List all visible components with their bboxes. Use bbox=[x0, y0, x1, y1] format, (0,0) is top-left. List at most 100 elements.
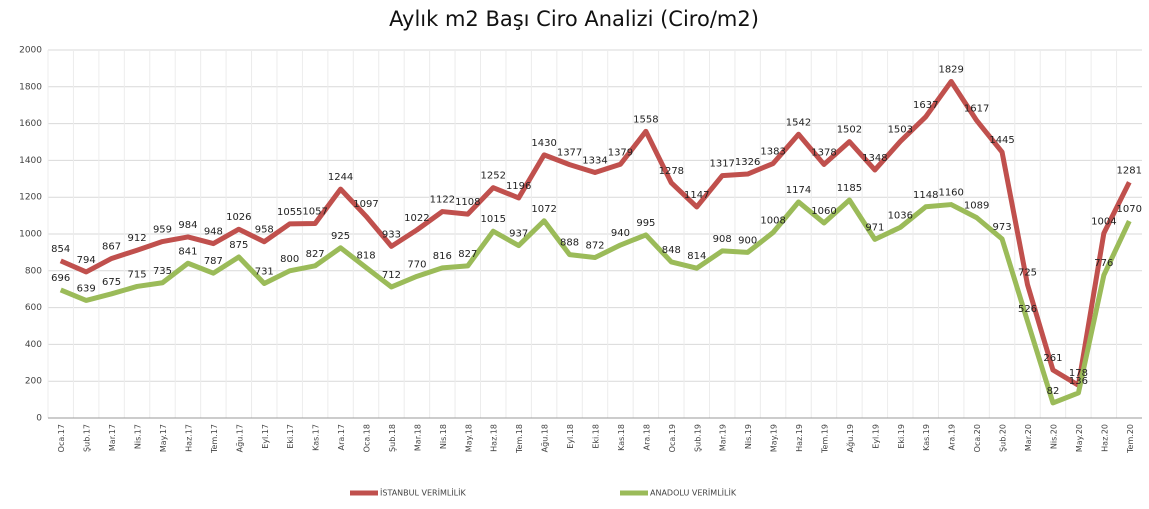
data-label: 800 bbox=[280, 254, 299, 265]
data-label: 1160 bbox=[938, 188, 963, 199]
data-label: 841 bbox=[178, 246, 197, 257]
y-tick-label: 1800 bbox=[19, 82, 42, 92]
x-tick-label: Ağu.19 bbox=[846, 424, 855, 452]
data-label: 1097 bbox=[353, 199, 378, 210]
data-label: 715 bbox=[127, 269, 146, 280]
x-tick-label: Kas.19 bbox=[922, 424, 931, 451]
data-label: 925 bbox=[331, 231, 350, 242]
y-tick-label: 600 bbox=[25, 303, 42, 313]
data-label: 794 bbox=[77, 255, 96, 266]
data-label: 854 bbox=[51, 244, 70, 255]
data-label: 1334 bbox=[582, 156, 607, 167]
data-label: 827 bbox=[306, 249, 325, 260]
x-tick-label: Mar.17 bbox=[108, 424, 117, 451]
data-label: 136 bbox=[1069, 376, 1088, 387]
data-label: 1542 bbox=[786, 117, 811, 128]
data-label: 776 bbox=[1094, 258, 1113, 269]
data-label: 816 bbox=[433, 251, 452, 262]
data-label: 959 bbox=[153, 225, 172, 236]
data-label: 973 bbox=[993, 222, 1012, 233]
x-tick-label: Eki.17 bbox=[286, 424, 295, 449]
series-line bbox=[59, 197, 1132, 406]
x-tick-label: Eki.18 bbox=[592, 424, 601, 449]
data-label: 725 bbox=[1018, 268, 1037, 279]
y-tick-label: 1000 bbox=[19, 230, 42, 240]
data-label: 712 bbox=[382, 270, 401, 281]
y-tick-label: 1600 bbox=[19, 119, 42, 129]
data-label: 1326 bbox=[735, 157, 760, 168]
data-label: 814 bbox=[687, 251, 706, 262]
data-label: 1036 bbox=[888, 210, 913, 221]
x-tick-label: Tem.17 bbox=[210, 424, 219, 454]
x-tick-label: Ara.18 bbox=[642, 424, 651, 450]
data-label: 1617 bbox=[964, 103, 989, 114]
x-tick-label: Oca.19 bbox=[668, 424, 677, 452]
y-tick-label: 1200 bbox=[19, 193, 42, 203]
data-label: 908 bbox=[713, 234, 732, 245]
data-label: 872 bbox=[585, 241, 604, 252]
data-label: 675 bbox=[102, 277, 121, 288]
data-label: 735 bbox=[153, 266, 172, 277]
x-tick-label: Oca.17 bbox=[57, 424, 66, 452]
data-label: 1072 bbox=[531, 204, 556, 215]
x-tick-label: May.19 bbox=[770, 424, 779, 452]
x-tick-label: Mar.18 bbox=[413, 424, 422, 451]
data-label: 1108 bbox=[455, 197, 480, 208]
x-tick-label: Tem.20 bbox=[1126, 424, 1135, 454]
legend-label: ANADOLU VERİMLİLİK bbox=[650, 488, 737, 498]
data-label: 1317 bbox=[709, 159, 734, 170]
data-label: 1089 bbox=[964, 201, 989, 212]
data-label: 1252 bbox=[481, 171, 506, 182]
data-label: 696 bbox=[51, 273, 70, 284]
x-tick-label: May.20 bbox=[1075, 424, 1084, 452]
x-tick-label: May.18 bbox=[464, 424, 473, 452]
data-label: 1057 bbox=[302, 207, 327, 218]
data-label: 178 bbox=[1069, 368, 1088, 379]
data-label: 1558 bbox=[633, 114, 658, 125]
data-label: 261 bbox=[1043, 353, 1062, 364]
y-tick-label: 800 bbox=[25, 266, 42, 276]
data-label: 867 bbox=[102, 241, 121, 252]
data-label: 1503 bbox=[888, 124, 913, 135]
x-tick-label: May.17 bbox=[159, 424, 168, 452]
data-label: 526 bbox=[1018, 304, 1037, 315]
data-label: 787 bbox=[204, 256, 223, 267]
x-tick-label: Ağu.17 bbox=[235, 424, 244, 452]
y-tick-label: 0 bbox=[36, 414, 42, 424]
x-tick-label: Şub.17 bbox=[83, 424, 92, 452]
data-label: 1379 bbox=[608, 147, 633, 158]
data-label: 1348 bbox=[862, 153, 887, 164]
x-tick-label: Haz.19 bbox=[795, 424, 804, 452]
x-tick-label: Kas.17 bbox=[312, 424, 321, 451]
chart-title: Aylık m2 Başı Ciro Analizi (Ciro/m2) bbox=[389, 7, 759, 31]
data-label: 1148 bbox=[913, 190, 938, 201]
data-label: 1278 bbox=[659, 166, 684, 177]
data-label: 1829 bbox=[938, 64, 963, 75]
data-label: 900 bbox=[738, 235, 757, 246]
data-label: 639 bbox=[77, 283, 96, 294]
data-label: 1004 bbox=[1091, 216, 1116, 227]
data-label: 1383 bbox=[760, 147, 785, 158]
x-tick-label: Haz.18 bbox=[490, 424, 499, 452]
data-label: 948 bbox=[204, 227, 223, 238]
data-label: 770 bbox=[407, 259, 426, 270]
data-label: 1015 bbox=[481, 214, 506, 225]
data-label: 82 bbox=[1047, 386, 1060, 397]
data-label: 1055 bbox=[277, 207, 302, 218]
data-label: 1070 bbox=[1117, 204, 1142, 215]
data-label: 848 bbox=[662, 245, 681, 256]
x-tick-label: Eki.19 bbox=[897, 424, 906, 449]
x-tick-label: Haz.17 bbox=[184, 424, 193, 452]
data-label: 1060 bbox=[811, 206, 836, 217]
data-label: 1281 bbox=[1117, 165, 1142, 176]
data-label: 1378 bbox=[811, 147, 836, 158]
data-label: 937 bbox=[509, 229, 528, 240]
x-tick-label: Ara.17 bbox=[337, 424, 346, 450]
x-tick-label: Tem.19 bbox=[820, 424, 829, 454]
x-tick-label: Eyl.18 bbox=[566, 424, 575, 449]
x-tick-label: Oca.20 bbox=[973, 424, 982, 452]
data-label: 1008 bbox=[760, 216, 785, 227]
data-label: 1637 bbox=[913, 100, 938, 111]
x-tick-label: Ağu.18 bbox=[541, 424, 550, 452]
